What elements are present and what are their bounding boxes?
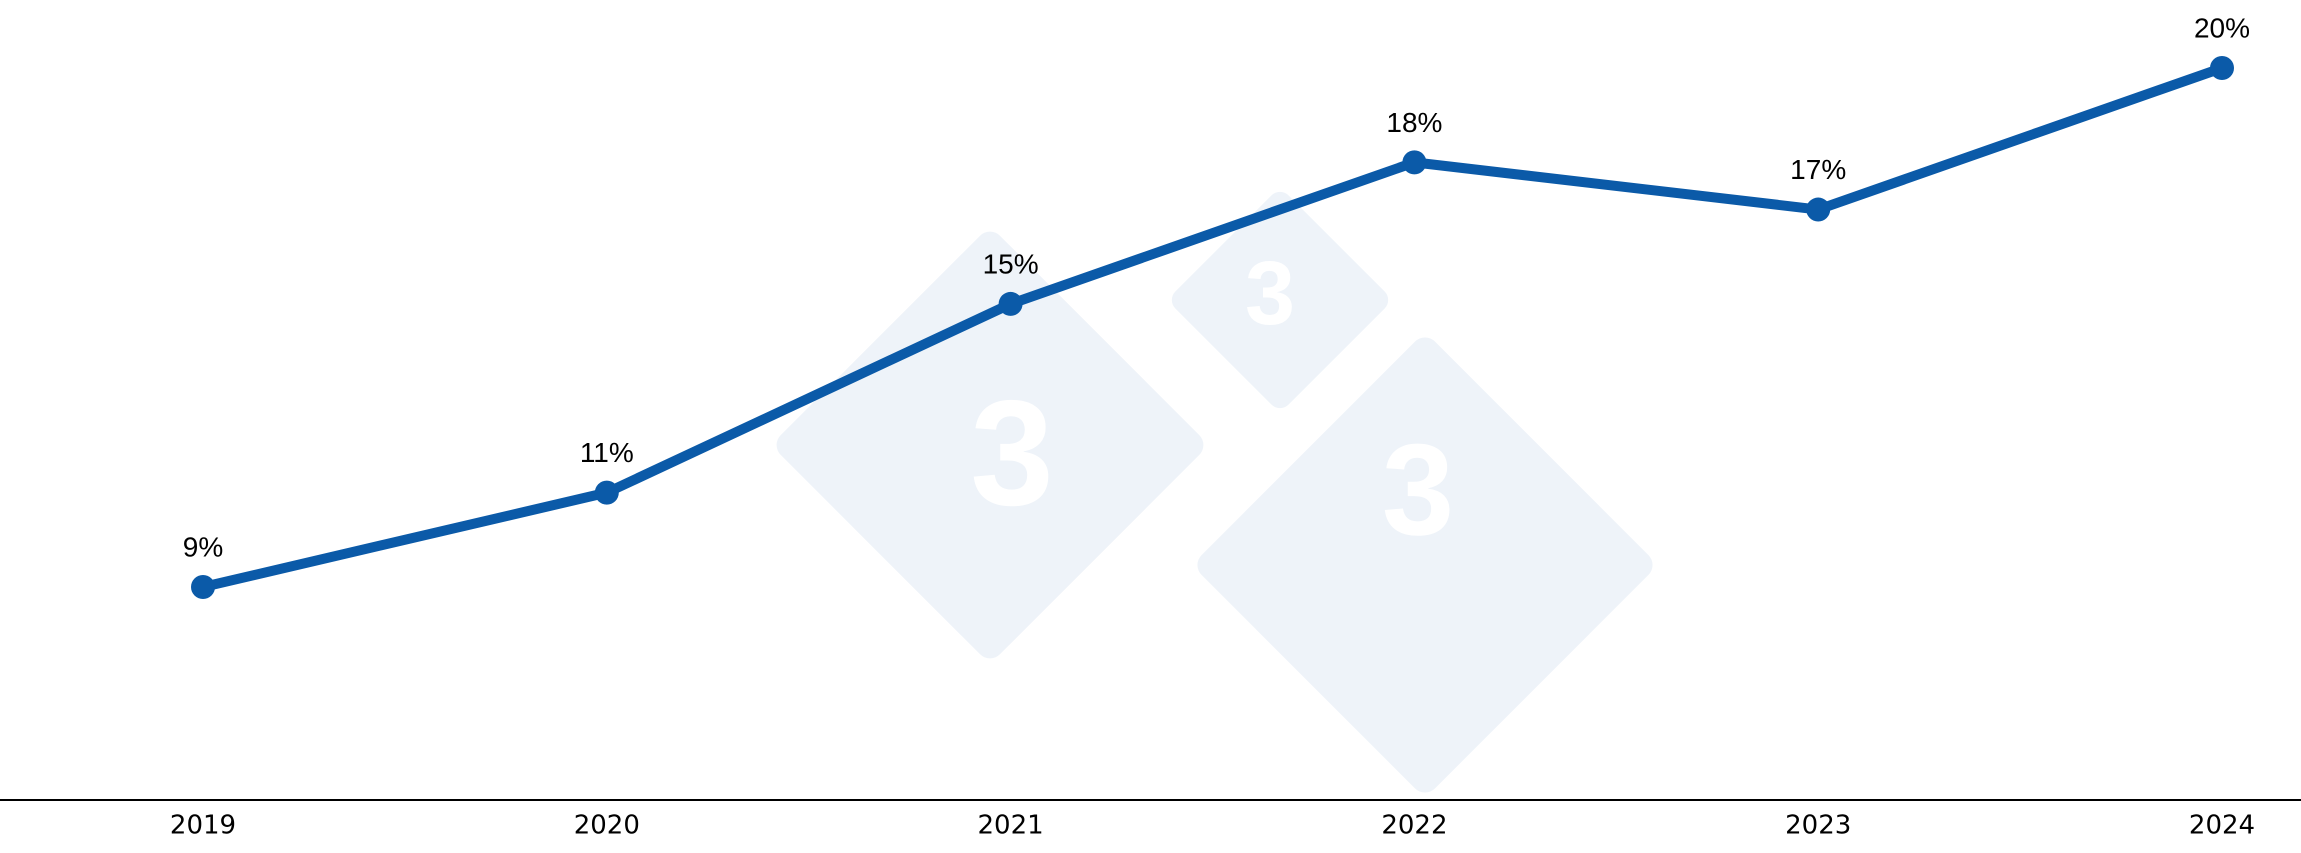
svg-text:3: 3 (970, 369, 1053, 537)
marker (2210, 56, 2234, 80)
x-tick-label: 2023 (1785, 811, 1851, 841)
x-tick-label: 2020 (574, 811, 640, 841)
svg-text:3: 3 (1245, 244, 1295, 344)
data-label: 17% (1790, 154, 1846, 185)
data-label: 11% (580, 437, 634, 468)
x-tick-label: 2019 (170, 811, 236, 841)
marker (191, 575, 215, 599)
watermark: 3 3 3 (776, 191, 1653, 793)
data-label: 9% (183, 531, 223, 562)
svg-text:3: 3 (1382, 416, 1454, 562)
marker (594, 480, 619, 505)
marker (998, 291, 1023, 316)
data-label: 20% (2194, 12, 2250, 43)
x-tick-label: 2022 (1381, 811, 1447, 841)
x-tick-label: 2024 (2189, 811, 2255, 841)
series-line (201, 63, 2224, 592)
marker (1402, 150, 1427, 175)
data-label: 18% (1386, 107, 1442, 138)
x-tick-label: 2021 (978, 811, 1044, 841)
marker (1806, 197, 1831, 222)
data-label: 15% (983, 248, 1039, 279)
